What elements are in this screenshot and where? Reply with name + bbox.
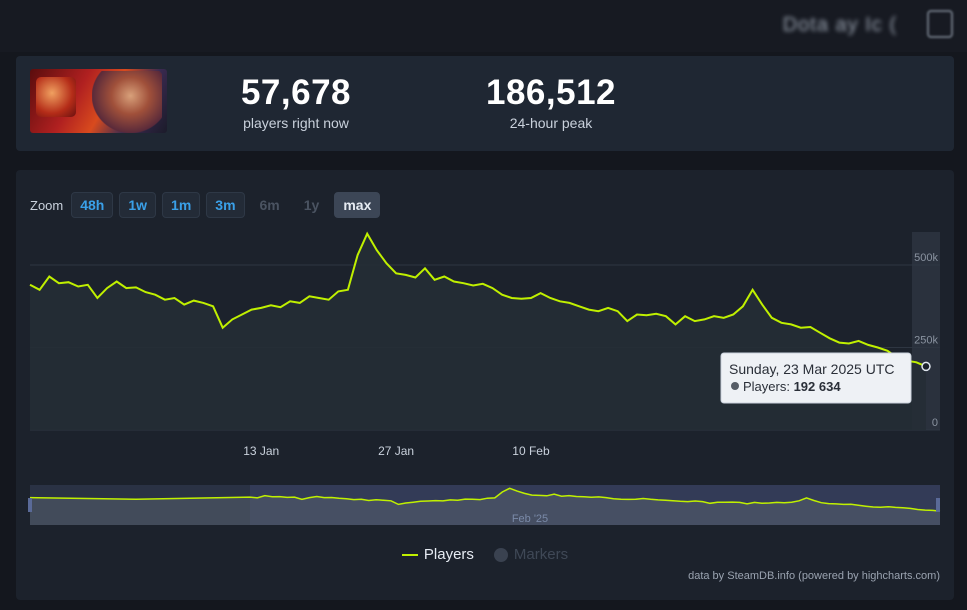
zoom-6m-button: 6m	[259, 197, 280, 213]
peak-players-value: 186,512	[485, 73, 617, 112]
legend-players-label: Players	[423, 546, 474, 563]
navigator-area	[30, 488, 940, 525]
navigator[interactable]: Feb '25	[28, 485, 941, 525]
zoom-1w-button[interactable]: 1w	[119, 192, 157, 218]
x-tick-label: 13 Jan	[243, 444, 279, 458]
tooltip-series-dot	[731, 382, 739, 390]
window-control-icon[interactable]	[927, 10, 953, 38]
blurred-page-title: Dota ay Ic (	[782, 14, 897, 36]
x-tick-label: 27 Jan	[378, 444, 414, 458]
peak-players-stat: 186,512 24-hour peak	[471, 73, 631, 132]
zoom-1y-button: 1y	[303, 197, 320, 213]
tooltip-date: Sunday, 23 Mar 2025 UTC	[729, 361, 895, 377]
tooltip: Sunday, 23 Mar 2025 UTC Players: 192 634	[720, 352, 912, 404]
chart-legend: Players Markers	[16, 546, 954, 563]
game-thumbnail[interactable]	[30, 69, 167, 133]
tooltip-series-label: Players:	[743, 379, 794, 394]
players-legend-line-icon	[401, 553, 418, 556]
navigator-date-label: Feb '25	[512, 513, 548, 525]
zoom-controls: Zoom 48h 1w 1m 3m 6m 1y max	[30, 191, 381, 219]
zoom-3m-button[interactable]: 3m	[206, 192, 245, 218]
current-players-label: players right now	[243, 115, 349, 131]
chart-card: Zoom 48h 1w 1m 3m 6m 1y max 0 250k 500k 13…	[16, 170, 954, 600]
game-logo-icon	[36, 77, 76, 117]
current-players-stat: 57,678 players right now	[221, 73, 371, 132]
navigator-right-handle[interactable]	[936, 498, 940, 512]
zoom-1m-button[interactable]: 1m	[162, 192, 201, 218]
legend-markers-label: Markers	[513, 546, 569, 563]
hover-point-marker[interactable]	[921, 361, 931, 372]
y-tick-label: 500k	[914, 252, 938, 264]
peak-players-label: 24-hour peak	[509, 115, 593, 131]
markers-legend-dot-icon	[493, 547, 508, 562]
zoom-48h-button[interactable]: 48h	[71, 192, 114, 218]
current-players-value: 57,678	[240, 73, 352, 112]
players-area-fill	[30, 233, 926, 430]
legend-item-players[interactable]: Players	[401, 546, 474, 563]
zoom-label: Zoom	[30, 197, 64, 213]
y-tick-label: 250k	[914, 335, 938, 347]
navigator-left-handle[interactable]	[28, 498, 32, 512]
tooltip-value-line: Players: 192 634	[743, 379, 841, 394]
legend-item-markers[interactable]: Markers	[493, 546, 569, 563]
tooltip-box	[720, 352, 912, 404]
player-count-chart[interactable]: 0 250k 500k 13 Jan 27 Jan 10 Feb Sunday, 23 …	[16, 170, 954, 540]
y-tick-label: 0	[932, 417, 938, 429]
navigator-line	[29, 487, 941, 512]
hero-art-image	[92, 71, 162, 133]
tooltip-value: 192 634	[794, 379, 842, 394]
players-series-line	[29, 231, 927, 368]
top-bar: Dota ay Ic (	[0, 0, 967, 52]
zoom-max-button[interactable]: max	[334, 192, 381, 218]
stats-card: 57,678 players right now 186,512 24-hour…	[16, 56, 954, 151]
x-tick-label: 10 Feb	[512, 444, 550, 458]
chart-credits[interactable]: data by SteamDB.info (powered by highcha…	[688, 570, 940, 582]
